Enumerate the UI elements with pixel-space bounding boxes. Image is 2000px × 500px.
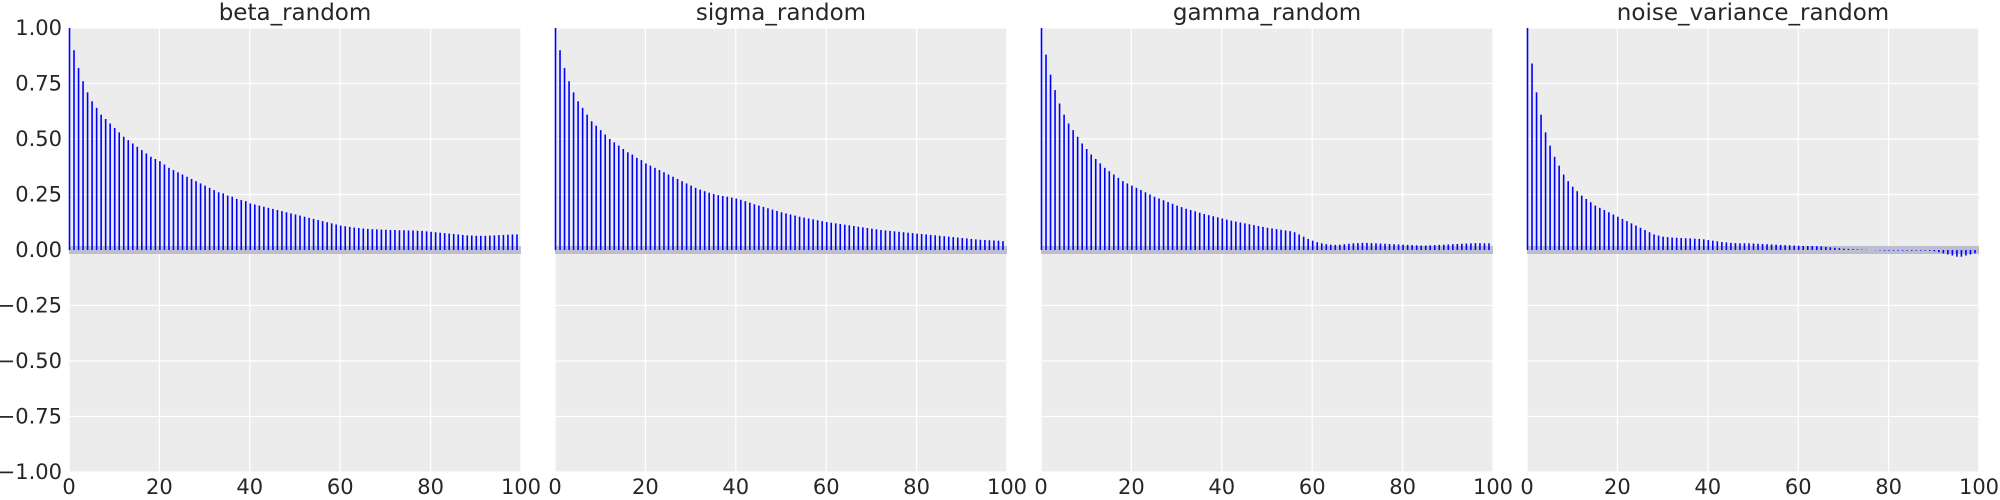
y-tick-label: −0.25 (0, 294, 62, 318)
x-tick-label: 100 (1473, 475, 1513, 499)
x-tick-label: 100 (987, 475, 1027, 499)
x-tick-label: 100 (501, 475, 541, 499)
x-tick-label: 80 (1875, 475, 1902, 499)
x-tick-label: 20 (146, 475, 173, 499)
panel-title: beta_random (219, 0, 372, 26)
y-tick-label: −0.50 (0, 349, 62, 373)
y-tick-label: −0.75 (0, 405, 62, 429)
x-tick-label: 100 (1959, 475, 1999, 499)
x-tick-label: 20 (1118, 475, 1145, 499)
panel-title: gamma_random (1173, 0, 1361, 26)
x-tick-label: 0 (1520, 475, 1533, 499)
x-tick-label: 40 (722, 475, 749, 499)
y-tick-label: 0.75 (15, 72, 62, 96)
panel-title: sigma_random (696, 0, 866, 26)
x-tick-label: 60 (813, 475, 840, 499)
y-tick-label: −1.00 (0, 460, 62, 484)
x-tick-label: 40 (1208, 475, 1235, 499)
panel-3: noise_variance_random 0 20 40 60 80 100 (1520, 0, 1999, 499)
panel-2: gamma_random 0 20 40 60 80 100 (1034, 0, 1513, 499)
x-tick-label: 60 (1785, 475, 1812, 499)
panel-1: sigma_random 0 20 40 60 80 100 (548, 0, 1027, 499)
x-tick-label: 60 (1299, 475, 1326, 499)
y-tick-label: 1.00 (15, 16, 62, 40)
panel-0: beta_random 0 20 40 60 80 100 −1.00 −0.75 −0.50 −0… (0, 0, 541, 499)
x-tick-label: 0 (1034, 475, 1047, 499)
y-tick-label: 0.00 (15, 238, 62, 262)
x-tick-label: 80 (417, 475, 444, 499)
x-tick-label: 80 (1389, 475, 1416, 499)
x-tick-label: 40 (1694, 475, 1721, 499)
x-tick-label: 40 (236, 475, 263, 499)
panel-title: noise_variance_random (1617, 0, 1889, 26)
x-tick-label: 80 (903, 475, 930, 499)
y-tick-label: 0.25 (15, 183, 62, 207)
x-tick-label: 0 (62, 475, 75, 499)
x-tick-label: 20 (632, 475, 659, 499)
y-tick-label: 0.50 (15, 127, 62, 151)
x-tick-label: 20 (1604, 475, 1631, 499)
x-tick-label: 60 (327, 475, 354, 499)
x-tick-label: 0 (548, 475, 561, 499)
